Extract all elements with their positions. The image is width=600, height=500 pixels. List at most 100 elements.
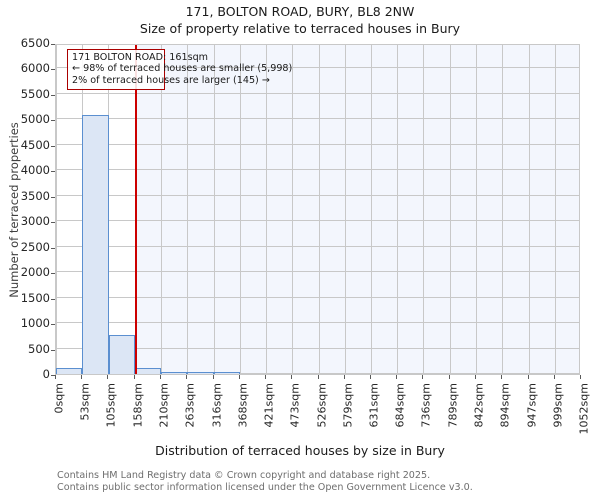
gridline-vertical [108,45,109,374]
y-axis-tick-label: 6500 [20,36,50,50]
x-axis-tick-mark [422,375,423,379]
y-axis-ticks: 0 500 1000 1500 2000 2500 3000 3500 4000 4500 5000… [0,37,55,380]
x-axis-tick-mark [186,375,187,379]
gridline-horizontal [56,373,579,374]
y-axis-tick-mark [51,146,55,147]
footer-attribution: Contains HM Land Registry data © Crown c… [57,470,473,493]
y-axis-tick-mark [51,171,55,172]
histogram-bar [82,114,109,374]
gridline-vertical [529,45,530,374]
x-axis-tick-label: 894sqm [498,383,512,428]
y-axis-tick-label: 500 [28,341,50,356]
histogram-bar [134,367,161,374]
y-axis-tick-mark [51,44,55,45]
gridline-vertical [292,45,293,374]
gridline-vertical [56,45,57,374]
y-axis-tick-mark [51,95,55,96]
y-axis-tick-label: 5500 [20,86,50,101]
x-axis-tick-mark [580,375,581,379]
y-axis-title: Number of terraced properties [7,121,21,298]
y-axis-tick-mark [51,248,55,249]
histogram-bar [56,367,83,374]
x-axis-tick-label: 263sqm [183,383,197,428]
x-axis-tick-label: 947sqm [525,383,539,428]
gridline-horizontal [56,195,579,196]
x-axis-tick-mark [475,375,476,379]
x-axis-tick-label: 473sqm [288,383,302,428]
gridline-horizontal [56,271,579,272]
x-axis-tick-label: 368sqm [236,383,250,428]
y-axis-tick-label: 1000 [20,316,50,331]
x-axis-tick-label: 0sqm [52,383,66,414]
annotation-line-3: 2% of terraced houses are larger (145) → [72,74,270,86]
gridline-horizontal [56,93,579,94]
x-axis-tick-label: 316sqm [210,383,224,428]
x-axis-tick-label: 684sqm [393,383,407,428]
x-axis-tick-label: 158sqm [131,383,145,428]
y-axis-tick-label: 5000 [20,112,50,127]
gridline-vertical [319,45,320,374]
y-axis-tick-label: 3000 [20,214,50,229]
property-marker-line [135,45,138,374]
x-axis-tick-label: 526sqm [315,383,328,428]
x-axis-tick-label: 1052sqm [577,383,591,435]
x-axis-tick-mark [370,375,371,379]
annotation-box: 171 BOLTON ROAD: 161sqm ← 98% of terrace… [67,49,292,91]
x-axis-tick-label: 631sqm [367,383,381,428]
x-axis-tick-label: 842sqm [472,383,486,428]
gridline-horizontal [56,169,579,170]
y-axis-tick-mark [51,69,55,70]
histogram-bar [108,334,135,374]
histogram-bar [161,371,188,374]
gridline-horizontal [56,348,579,349]
x-axis-title: Distribution of terraced houses by size … [155,443,445,458]
x-axis-tick-label: 999sqm [551,383,565,428]
x-axis-tick-mark [107,375,108,379]
y-axis-tick-mark [51,375,55,376]
gridline-vertical [423,45,424,374]
x-axis-tick-mark [396,375,397,379]
footer-line-2: Contains public sector information licen… [57,481,473,493]
x-axis-tick-mark [213,375,214,379]
y-axis-tick-label: 3500 [20,188,50,203]
x-axis-tick-label: 210sqm [157,383,171,428]
y-axis-tick-mark [51,197,55,198]
chart-title-block: 171, BOLTON ROAD, BURY, BL8 2NW Size of … [0,3,600,37]
gridline-horizontal [56,246,579,247]
x-axis-tick-label: 789sqm [446,383,460,428]
gridline-vertical [345,45,346,374]
y-axis-tick-mark [51,120,55,121]
y-axis-tick-label: 4500 [20,137,50,152]
x-axis-tick-label: 105sqm [104,383,118,428]
gridline-vertical [187,45,188,374]
x-axis-tick-mark [318,375,319,379]
histogram-bar [213,372,240,374]
footer-line-1: Contains HM Land Registry data © Crown c… [57,470,431,481]
y-axis-tick-mark [51,350,55,351]
gridline-vertical [450,45,451,374]
x-axis-tick-label: 421sqm [262,383,276,428]
y-axis-tick-mark [51,324,55,325]
gridline-vertical [371,45,372,374]
gridline-vertical [397,45,398,374]
x-axis-tick-mark [81,375,82,379]
gridline-horizontal [56,297,579,298]
x-axis-tick-mark [501,375,502,379]
histogram-bar [187,372,214,374]
gridline-vertical [502,45,503,374]
annotation-line-2: ← 98% of terraced houses are smaller (5,… [72,63,292,75]
y-axis-tick-label: 6000 [20,61,50,76]
x-axis-tick-mark [265,375,266,379]
larger-region-shading [136,45,579,374]
x-axis-tick-mark [160,375,161,379]
gridline-vertical [214,45,215,374]
gridline-vertical [240,45,241,374]
y-axis-tick-mark [51,273,55,274]
x-axis-tick-label: 579sqm [341,383,355,428]
annotation-line-1: 171 BOLTON ROAD: 161sqm [72,52,209,63]
x-axis-ticks: 0sqm 53sqm 105sqm 158sqm 210sqm 263sqm 316sqm 3… [52,375,591,445]
page-title: 171, BOLTON ROAD, BURY, BL8 2NW [185,4,415,19]
gridline-horizontal [56,144,579,145]
y-axis-tick-label: 4000 [20,163,50,178]
